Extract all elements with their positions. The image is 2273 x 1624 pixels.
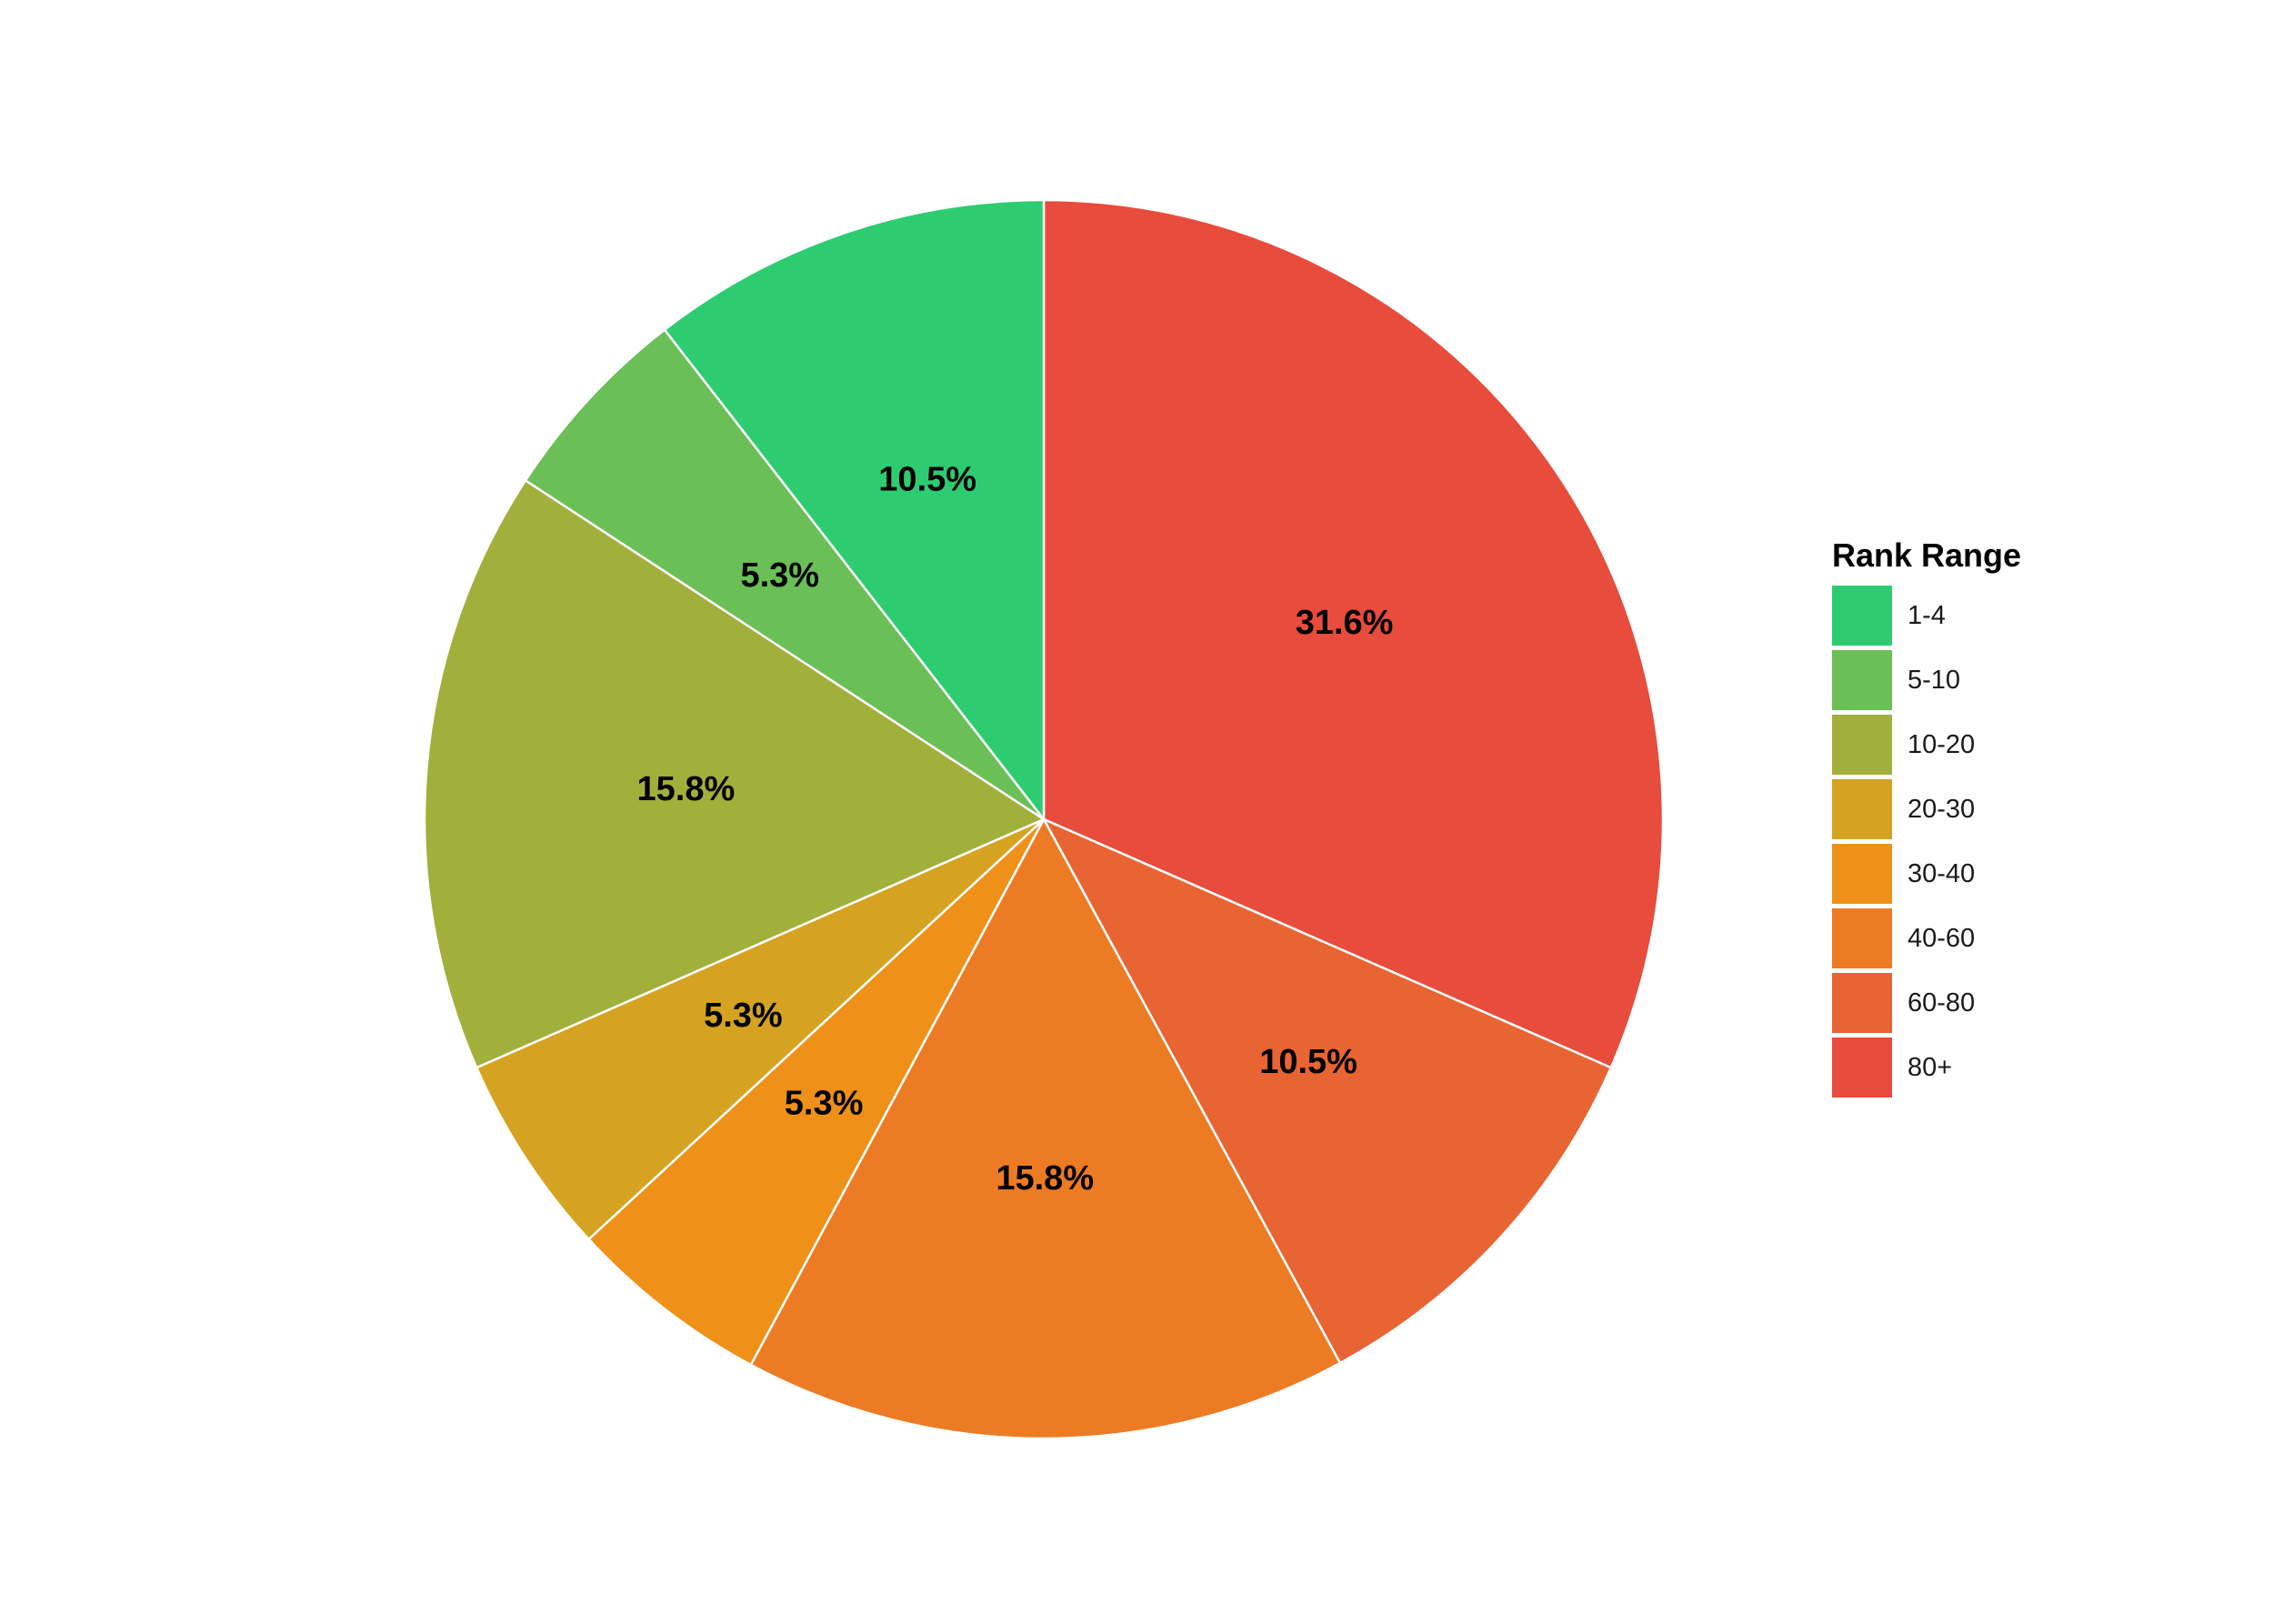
pie-slice-1-4: [663, 198, 1046, 823]
legend-swatch-20-30: [1832, 779, 1892, 839]
slice-label-20-30: 5.3%: [704, 997, 783, 1035]
pie-slice-80plus: [1042, 198, 1665, 1069]
legend: Rank Range 1-4 5-10 10-20 20-30 30-40 40-60 60…: [1832, 536, 2021, 1098]
legend-label-20-30: 20-30: [1908, 795, 1975, 824]
slice-label-5-10: 5.3%: [740, 556, 819, 595]
pie-slice-60-80: [1041, 817, 1613, 1365]
slice-label-10-20: 15.8%: [637, 770, 736, 808]
legend-items: 1-4 5-10 10-20 20-30 30-40 40-60 60-80 80+: [1832, 586, 1975, 1098]
slice-label-30-40: 5.3%: [785, 1084, 864, 1122]
legend-label-80plus: 80+: [1908, 1053, 1952, 1082]
legend-swatch-5-10: [1832, 650, 1892, 710]
legend-title: Rank Range: [1832, 536, 2021, 574]
legend-label-10-20: 10-20: [1908, 730, 1975, 759]
pie-percent-labels: 31.6% 10.5% 15.8% 5.3% 5.3% 15.8% 5.3% 10.5%: [637, 460, 1394, 1198]
pie-slice-20-30: [475, 817, 1045, 1241]
legend-label-40-60: 40-60: [1908, 924, 1975, 953]
pie-slice-5-10: [524, 327, 1045, 821]
pie-slice-10-20: [423, 478, 1046, 1069]
legend-swatch-60-80: [1832, 973, 1892, 1033]
slice-label-60-80: 10.5%: [1259, 1043, 1357, 1081]
pie-slice-40-60: [749, 817, 1342, 1440]
legend-label-5-10: 5-10: [1908, 666, 1960, 695]
pie-slice-30-40: [586, 818, 1046, 1367]
slice-label-1-4: 10.5%: [878, 460, 976, 498]
legend-swatch-40-60: [1832, 908, 1892, 968]
legend-label-60-80: 60-80: [1908, 988, 1975, 1018]
legend-swatch-80plus: [1832, 1038, 1892, 1098]
legend-swatch-30-40: [1832, 844, 1892, 904]
pie-slices: [423, 198, 1665, 1440]
legend-label-30-40: 30-40: [1908, 859, 1975, 888]
legend-swatch-10-20: [1832, 715, 1892, 775]
legend-label-1-4: 1-4: [1908, 601, 1946, 630]
legend-swatch-1-4: [1832, 586, 1892, 646]
slice-label-40-60: 15.8%: [996, 1159, 1094, 1198]
slice-label-80plus: 31.6%: [1296, 604, 1394, 642]
